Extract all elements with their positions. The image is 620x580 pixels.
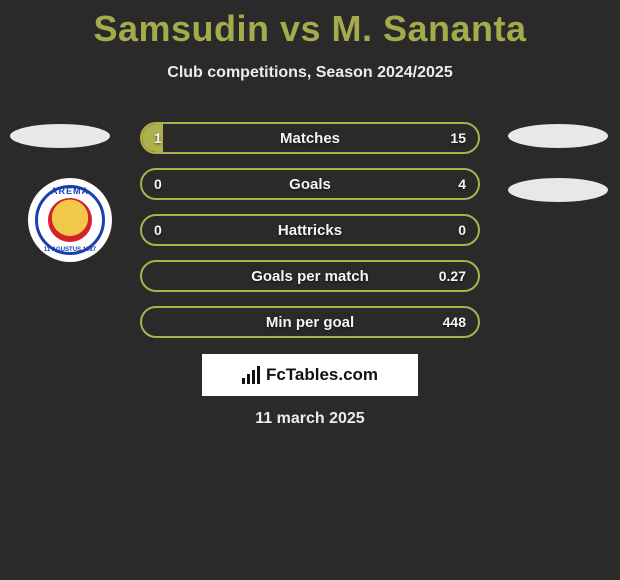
stat-label: Min per goal xyxy=(142,308,478,336)
page-title: Samsudin vs M. Sananta xyxy=(0,0,620,50)
stat-right-value: 0 xyxy=(458,216,466,244)
brand-text: FcTables.com xyxy=(266,365,378,385)
brand-attribution[interactable]: FcTables.com xyxy=(202,354,418,396)
club-badge-top-text: AREMA xyxy=(38,186,102,196)
bar-chart-icon xyxy=(242,366,260,384)
club-badge-bottom-text: 11 AGUSTUS 1987 xyxy=(38,247,102,253)
right-player-placeholder-2 xyxy=(508,178,608,202)
stat-right-value: 15 xyxy=(450,124,466,152)
stat-row-matches: 1 Matches 15 xyxy=(140,122,480,154)
stat-label: Goals per match xyxy=(142,262,478,290)
stat-row-min-per-goal: Min per goal 448 xyxy=(140,306,480,338)
stat-right-value: 4 xyxy=(458,170,466,198)
footer-date: 11 march 2025 xyxy=(0,410,620,428)
stat-row-goals: 0 Goals 4 xyxy=(140,168,480,200)
left-player-placeholder xyxy=(10,124,110,148)
stat-row-goals-per-match: Goals per match 0.27 xyxy=(140,260,480,292)
stat-label: Hattricks xyxy=(142,216,478,244)
right-player-placeholder-1 xyxy=(508,124,608,148)
stats-comparison: 1 Matches 15 0 Goals 4 0 Hattricks 0 Goa… xyxy=(140,122,480,352)
stat-right-value: 448 xyxy=(443,308,466,336)
stat-right-value: 0.27 xyxy=(439,262,466,290)
stat-label: Matches xyxy=(142,124,478,152)
stat-label: Goals xyxy=(142,170,478,198)
club-badge-emblem-icon xyxy=(48,198,92,242)
subtitle: Club competitions, Season 2024/2025 xyxy=(0,64,620,82)
club-badge: AREMA 11 AGUSTUS 1987 xyxy=(28,178,112,262)
stat-row-hattricks: 0 Hattricks 0 xyxy=(140,214,480,246)
